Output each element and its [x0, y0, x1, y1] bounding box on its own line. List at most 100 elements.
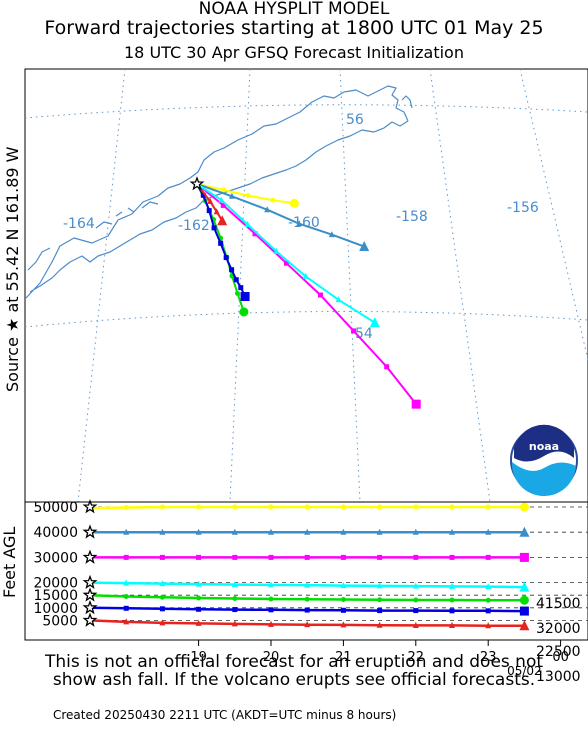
map-trajectory-marker	[238, 285, 244, 291]
height-trajectory-marker	[268, 607, 274, 613]
source-location-label: Source ★ at 55.42 N 161.89 W	[3, 146, 22, 392]
height-trajectory-marker	[449, 582, 455, 589]
height-trajectory-marker	[519, 526, 530, 537]
map-trajectory-marker	[233, 277, 239, 283]
height-trajectory-marker	[519, 595, 529, 605]
height-trajectory-marker	[159, 504, 165, 510]
map-trajectory-marker	[218, 196, 225, 203]
height-trajectory-marker	[196, 595, 202, 601]
height-trajectory-marker	[340, 582, 347, 589]
height-trajectory-marker	[519, 552, 529, 562]
trajectory-title: Forward trajectories starting at 1800 UT…	[44, 17, 544, 39]
height-source-star	[82, 612, 98, 627]
height-trajectory-marker	[413, 554, 419, 560]
height-trajectory-marker	[412, 582, 419, 589]
map-trajectory-marker	[335, 296, 342, 303]
height-trajectory-marker	[340, 528, 347, 535]
height-trajectory-marker	[519, 581, 530, 592]
time-tick-label: 20	[263, 650, 280, 665]
height-trajectory-marker	[123, 605, 129, 611]
height-source-star	[82, 587, 98, 602]
map-grid	[24, 68, 588, 503]
height-trajectory-cyan	[82, 574, 530, 592]
logo-text: noaa	[529, 440, 559, 453]
height-tick-label: 40000	[33, 525, 78, 541]
height-trajectory-marker	[376, 528, 383, 535]
height-tick-label: 5000	[42, 613, 78, 629]
height-trajectory-marker	[413, 608, 419, 614]
height-trajectory-marker	[449, 597, 455, 603]
height-trajectory-marker	[195, 580, 202, 587]
height-trajectory-marker	[159, 554, 165, 560]
map-grid-label: -164	[63, 216, 95, 232]
map-trajectory-marker	[207, 197, 214, 204]
height-trajectory-marker	[377, 597, 383, 603]
map-trajectory-marker	[264, 206, 271, 213]
height-source-star	[82, 549, 98, 564]
map-trajectory-marker	[239, 307, 249, 317]
height-trajectory-marker	[123, 528, 130, 535]
height-trajectory-marker	[485, 528, 492, 535]
height-trajectory-marker	[123, 579, 130, 586]
time-tick-label: 19	[190, 650, 207, 665]
map-trajectory-marker	[206, 208, 212, 214]
height-trajectory-marker	[413, 597, 419, 603]
map-trajectory-marker	[213, 208, 220, 215]
height-trajectory-marker	[449, 528, 455, 535]
map-trajectory-marker	[244, 220, 251, 227]
map-trajectory-marker	[211, 225, 217, 231]
map-trajectory-marker	[240, 292, 250, 302]
map-source-star	[189, 176, 205, 191]
right-height-label: 41500	[536, 596, 581, 612]
height-trajectory-marker	[268, 554, 274, 560]
map-trajectory-marker	[229, 267, 235, 273]
noaa-logo: noaa	[510, 424, 578, 497]
height-trajectory-marker	[159, 580, 166, 587]
right-height-label: 22500	[536, 644, 581, 660]
height-axis-label: Feet AGL	[0, 526, 19, 598]
height-trajectory-marker	[123, 505, 129, 511]
height-trajectory-marker	[231, 528, 238, 535]
right-height-label: 13000	[536, 669, 581, 685]
height-trajectory-marker	[340, 504, 346, 510]
map-trajectory-marker	[317, 292, 323, 298]
height-trajectory-marker	[159, 606, 165, 612]
height-trajectory-marker	[232, 504, 238, 510]
height-trajectory-marker	[449, 621, 455, 628]
map-trajectory-marker	[252, 231, 258, 237]
map-trajectory-marker	[228, 192, 235, 199]
map-trajectory-marker	[223, 255, 229, 261]
height-trajectory-marker	[485, 554, 491, 560]
height-trajectory-marker	[377, 608, 383, 614]
height-trajectory-marker	[340, 596, 346, 602]
height-trajectory-marker	[304, 528, 311, 535]
date-end-label: 05/02	[507, 664, 542, 678]
height-trajectory-marker	[519, 502, 529, 512]
time-tick-label: 00	[552, 650, 569, 665]
map-trajectory-yellow	[196, 183, 299, 208]
map-trajectory-marker	[221, 187, 227, 193]
height-trajectory-marker	[304, 621, 311, 628]
disclaimer-line-1: This is not an official forecast for an …	[44, 652, 544, 672]
map-grid-label: -158	[396, 209, 428, 225]
height-trajectory-marker	[412, 528, 419, 535]
height-trajectory-green	[82, 587, 529, 605]
height-source-star	[82, 599, 98, 615]
height-trajectory-marker	[196, 554, 202, 560]
height-trajectory-marker	[340, 607, 346, 613]
map-trajectory-marker	[200, 192, 206, 198]
height-trajectory-marker	[485, 608, 491, 614]
height-trajectory-marker	[485, 622, 492, 629]
height-trajectory-marker	[377, 504, 383, 510]
height-tick-label: 15000	[33, 588, 78, 604]
height-trajectory-marker	[268, 504, 274, 510]
height-trajectory-marker	[195, 528, 202, 535]
height-tick-label: 20000	[33, 576, 78, 592]
height-trajectory-marker	[304, 607, 310, 613]
height-trajectory-marker	[268, 528, 274, 535]
height-trajectory-marker	[195, 619, 202, 626]
height-trajectory-marker	[340, 554, 346, 560]
time-tick-label: 21	[335, 650, 352, 665]
height-trajectory-marker	[413, 504, 419, 510]
